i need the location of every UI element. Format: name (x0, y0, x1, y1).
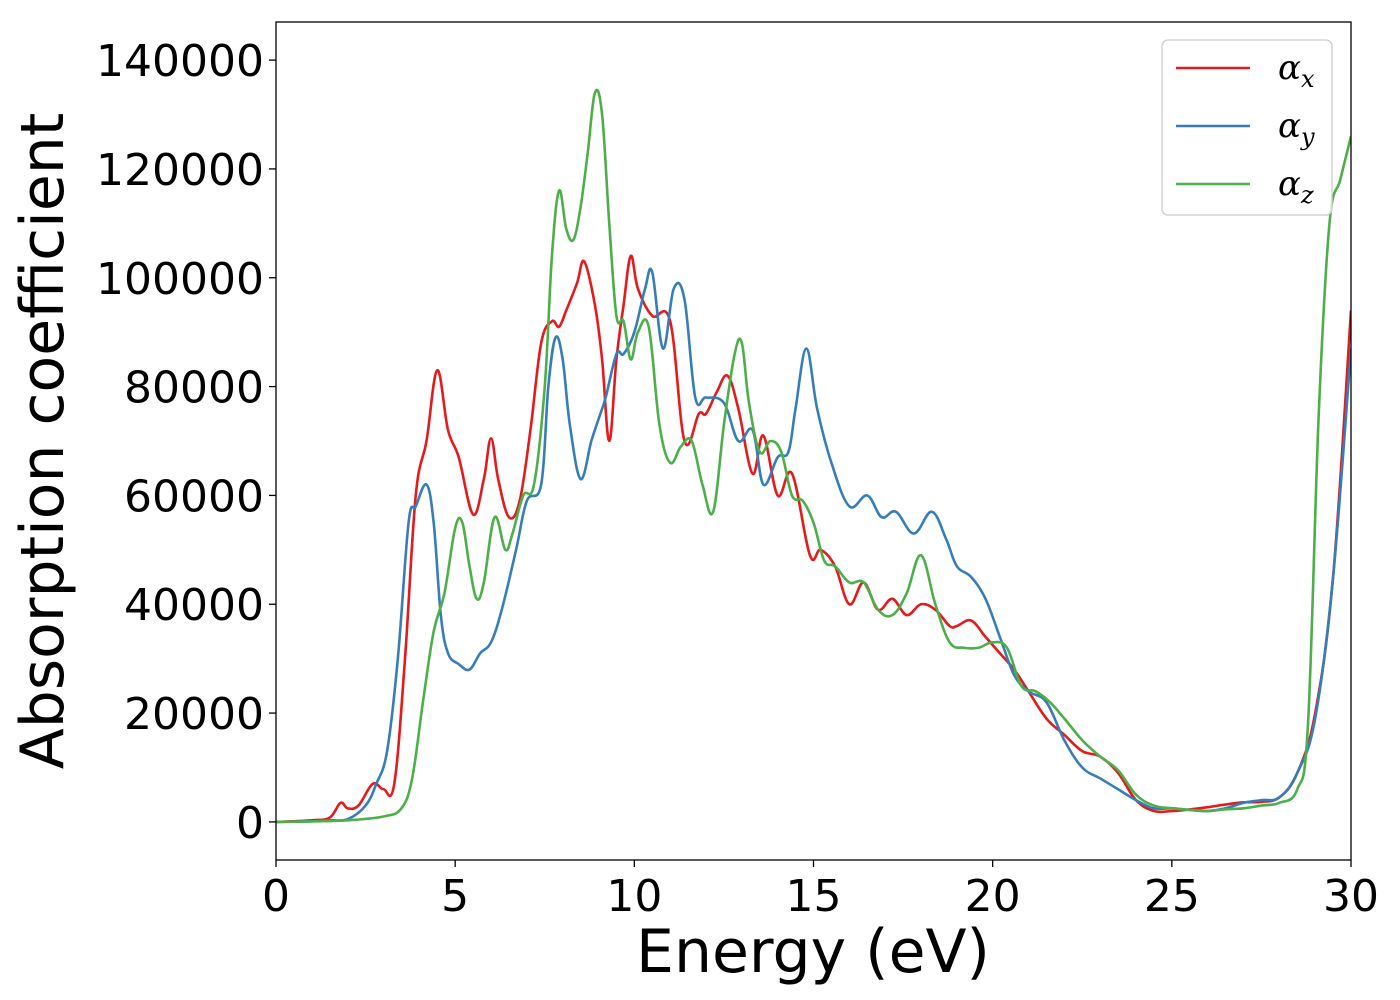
series-line-x (276, 254, 1351, 824)
x-axis-title: Energy (eV) (636, 917, 990, 987)
series-line-z (276, 88, 1351, 824)
x-axis: 0 5 10 15 20 25 30 (262, 860, 1379, 922)
x-tick-label: 5 (441, 871, 469, 922)
x-tick-label: 0 (262, 871, 290, 922)
y-tick-label: 60000 (124, 471, 264, 522)
legend-label-y: αy (1278, 106, 1315, 151)
legend-box (1161, 39, 1333, 216)
series-line-y (276, 267, 1351, 824)
y-tick-label: 120000 (96, 145, 264, 196)
legend-label-x: αx (1278, 48, 1315, 93)
y-tick-label: 20000 (124, 689, 264, 740)
x-tick-label: 10 (606, 871, 662, 922)
x-tick-label: 25 (1144, 871, 1200, 922)
legend: αx αy αz (1161, 39, 1333, 216)
y-tick-label: 80000 (124, 363, 264, 414)
legend-label-z: αz (1278, 164, 1314, 209)
y-axis-title: Absorption coefficient (8, 113, 78, 770)
x-tick-label: 30 (1323, 871, 1379, 922)
y-tick-label: 100000 (96, 254, 264, 305)
y-tick-label: 0 (236, 798, 264, 849)
y-tick-label: 40000 (124, 580, 264, 631)
series-layer (276, 88, 1351, 824)
y-axis: 0 20000 40000 60000 80000 100000 120000 140000 (96, 36, 276, 849)
y-tick-label: 140000 (96, 36, 264, 87)
x-tick-label: 20 (965, 871, 1021, 922)
x-tick-label: 15 (786, 871, 842, 922)
